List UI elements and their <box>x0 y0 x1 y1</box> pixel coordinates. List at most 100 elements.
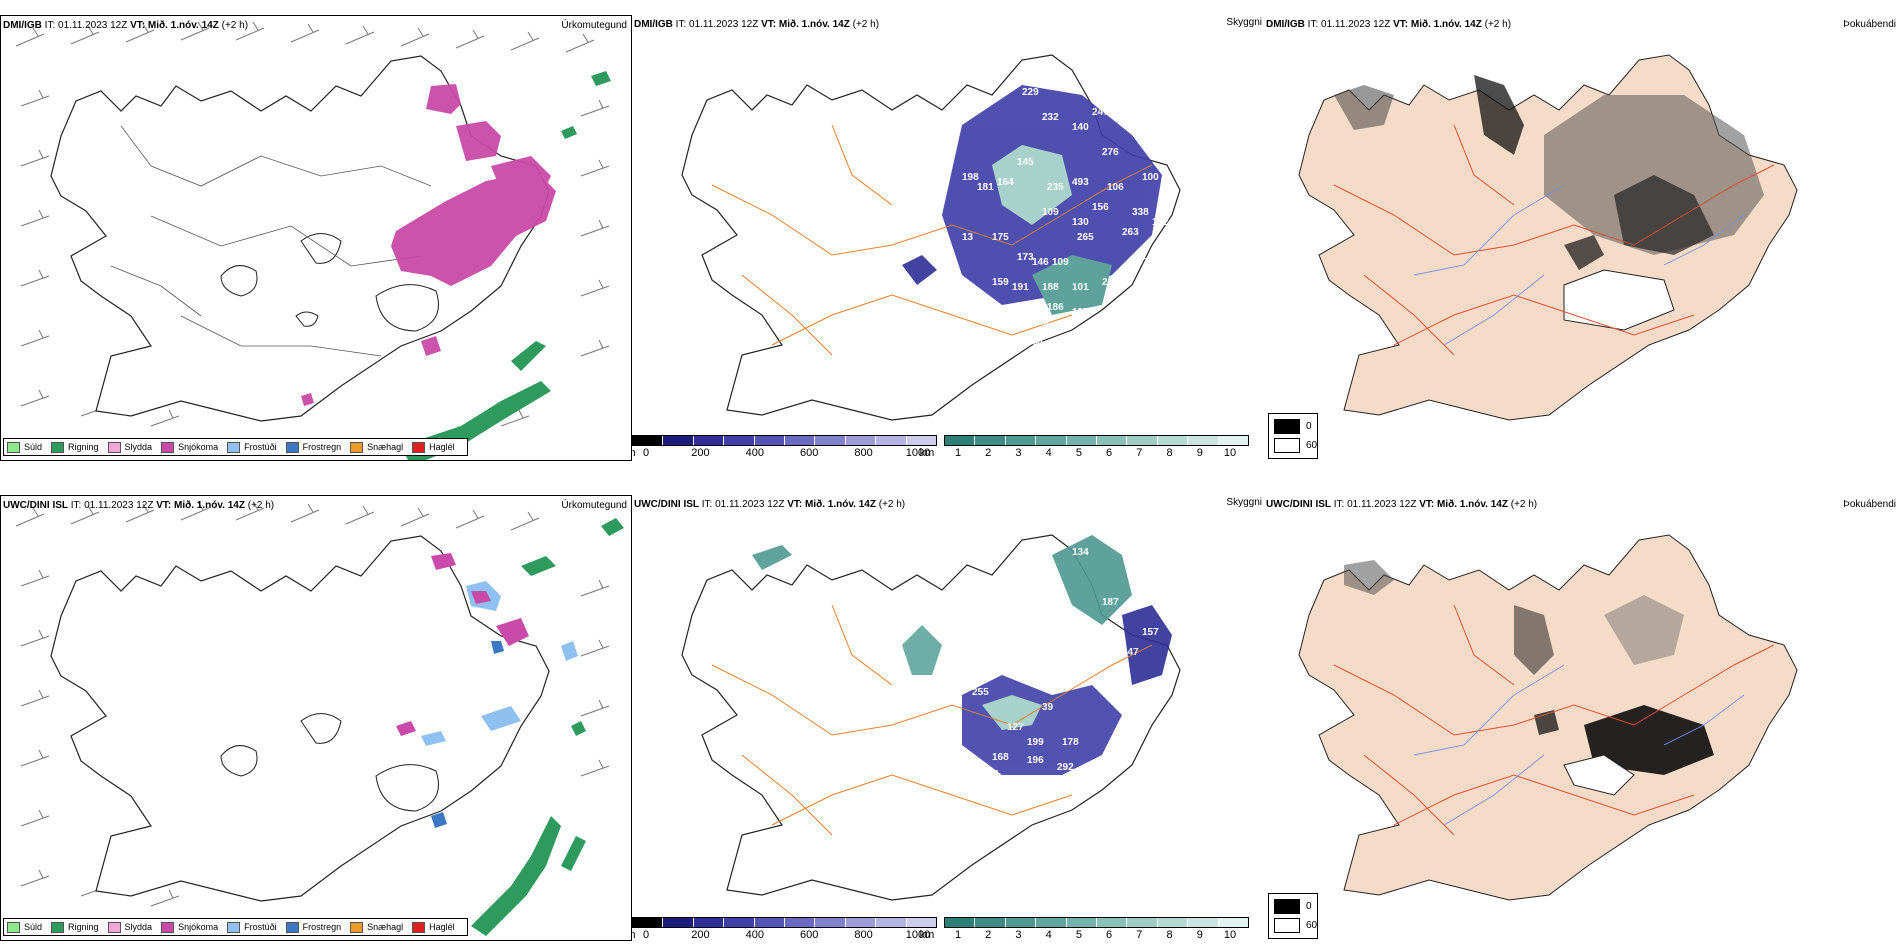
cloud-base-value: 241 <box>1102 277 1119 288</box>
legend-swatch <box>7 921 20 933</box>
legend-swatch <box>161 441 175 453</box>
colorbar-tick-label: 1 <box>954 929 962 941</box>
cloud-base-value: 188 <box>1092 777 1109 788</box>
legend-label: Frostregn <box>302 922 342 932</box>
colorbar-cell <box>785 436 816 445</box>
colorbar-tick-label: 9 <box>1196 929 1203 941</box>
colorbar-tick-label: 3 <box>1015 929 1022 941</box>
colorbar-tick-label: 9 <box>1196 447 1203 459</box>
cloud-base-value: 164 <box>997 177 1014 188</box>
fog-swatch <box>1274 899 1300 914</box>
cloud-base-value: 196 <box>1027 755 1044 766</box>
colorbar-cell <box>1218 436 1249 445</box>
inland-boundaries <box>110 125 432 357</box>
panel-header: DMI/IGB IT: 01.11.2023 12Z VT: Mið. 1.nó… <box>3 20 249 31</box>
colorbar-tick-label: 5 <box>1075 447 1082 459</box>
cloud-layer <box>902 85 1162 315</box>
colorbar-cell <box>975 918 1006 927</box>
cloud-base-value: 106 <box>1107 182 1124 193</box>
cloud-layer <box>752 535 1172 775</box>
legend-item: Snæhagl <box>350 921 404 933</box>
colorbar-cell <box>693 918 725 927</box>
cloud-base-value: 255 <box>972 687 989 698</box>
colorbar-cell <box>633 918 664 927</box>
legend-item: Snæhagl <box>350 441 403 453</box>
visibility-colorbar: km 1 2 3 4 5 6 7 8 9 10 <box>920 917 1249 941</box>
colorbar-cell <box>1005 436 1037 445</box>
fog-legend-row1: 0 60 <box>1268 413 1318 459</box>
colorbar-cell <box>1066 918 1098 927</box>
colorbar-cell <box>1005 918 1037 927</box>
cloud-base-value: 493 <box>1072 177 1089 188</box>
cloud-base-value: 146 <box>1032 257 1049 268</box>
fog-areas <box>1344 560 1714 796</box>
glaciers <box>220 233 439 332</box>
legend-label: Rigning <box>68 442 99 452</box>
cloud-base-value: 162 <box>1152 217 1169 228</box>
legend-item: Rigning <box>51 441 99 453</box>
legend-label: Snæhagl <box>367 922 404 932</box>
legend-swatch <box>412 921 426 933</box>
cloud-base-value: 13 <box>962 232 974 243</box>
colorbar-tick-label: 400 <box>745 929 764 941</box>
colorbar-cell <box>663 436 694 445</box>
colorbar-cell <box>754 436 786 445</box>
legend-label: Súld <box>24 922 43 932</box>
precip-type-legend: Súld Rigning Slydda Snjókoma Frostúði Frostre… <box>3 438 468 456</box>
legend-swatch <box>227 441 241 453</box>
iceland-coastline <box>50 55 550 422</box>
legend-item: Haglél <box>412 921 455 933</box>
cloud-base-value: 156 <box>1092 202 1109 213</box>
colorbar-tick-label: 2 <box>985 929 992 941</box>
legend-item: Súld <box>7 441 42 453</box>
cloud-base-value: 147 <box>1122 647 1139 658</box>
colorbar-cell <box>1157 918 1189 927</box>
colorbar-tick-label: 6 <box>1106 929 1113 941</box>
colorbar-tick-label: 0 <box>642 447 650 459</box>
colorbar-cell <box>876 918 907 927</box>
precip-type-panel-row2: UWC/DINI ISL IT: 01.11.2023 12Z VT: Mið.… <box>0 495 632 941</box>
legend-label: Slydda <box>124 922 153 932</box>
cloud-base-value: 175 <box>992 232 1009 243</box>
cloud-base-value: 130 <box>1072 217 1089 228</box>
fog-roads <box>1333 124 1775 356</box>
colorbar-tick-label: 10 <box>1223 447 1237 459</box>
colorbar-cell <box>724 918 755 927</box>
roads <box>711 124 1153 356</box>
colorbar-cell <box>1188 436 1219 445</box>
fog-swatch <box>1274 419 1300 434</box>
panel-title: Skyggni <box>1226 497 1262 508</box>
colorbar-tick-label: 5 <box>1075 929 1082 941</box>
cloud-base-value: 199 <box>1027 737 1044 748</box>
cloud-base-value: 100 <box>1142 172 1159 183</box>
colorbar-tick-label: 200 <box>691 929 710 941</box>
colorbar-cell <box>945 918 976 927</box>
panel-header: UWC/DINI ISL IT: 01.11.2023 12Z VT: Mið.… <box>3 500 275 511</box>
cloud-base-value: 338 <box>1132 207 1149 218</box>
legend-item: Súld <box>7 921 43 933</box>
legend-swatch <box>350 441 364 453</box>
legend-label: Frostúði <box>244 922 277 932</box>
cloud-base-value: 187 <box>1102 597 1119 608</box>
colorbar-cell <box>1097 436 1128 445</box>
fog-legend-label: 60 <box>1306 440 1318 451</box>
cloud-base-value: 145 <box>1017 157 1034 168</box>
colorbar-cell <box>1127 436 1158 445</box>
unit: m <box>632 447 636 459</box>
cloud-panel-row2: 134 136 187 157 147 255 39 127 199 178 168 196 292 70… <box>632 495 1264 941</box>
legend-item: Frostregn <box>285 441 342 453</box>
legend-swatch <box>285 921 299 933</box>
legend-item: Frostúði <box>227 441 277 453</box>
colorbar-tick-label: 4 <box>1045 447 1052 459</box>
panel-title: Úrkomutegund <box>561 20 627 31</box>
cloud-base-value: 263 <box>1122 227 1139 238</box>
panel-header: UWC/DINI ISL IT: 01.11.2023 12Z VT: Mið.… <box>634 499 906 510</box>
colorbar-cell <box>633 436 664 445</box>
colorbar-tick-label: 4 <box>1045 929 1052 941</box>
legend-label: Frostregn <box>302 442 342 452</box>
legend-item: Frostregn <box>285 921 342 933</box>
glaciers <box>220 713 439 812</box>
legend-swatch <box>227 921 241 933</box>
cloud-base-value: 70 <box>1112 757 1124 768</box>
unit: km <box>919 929 935 941</box>
